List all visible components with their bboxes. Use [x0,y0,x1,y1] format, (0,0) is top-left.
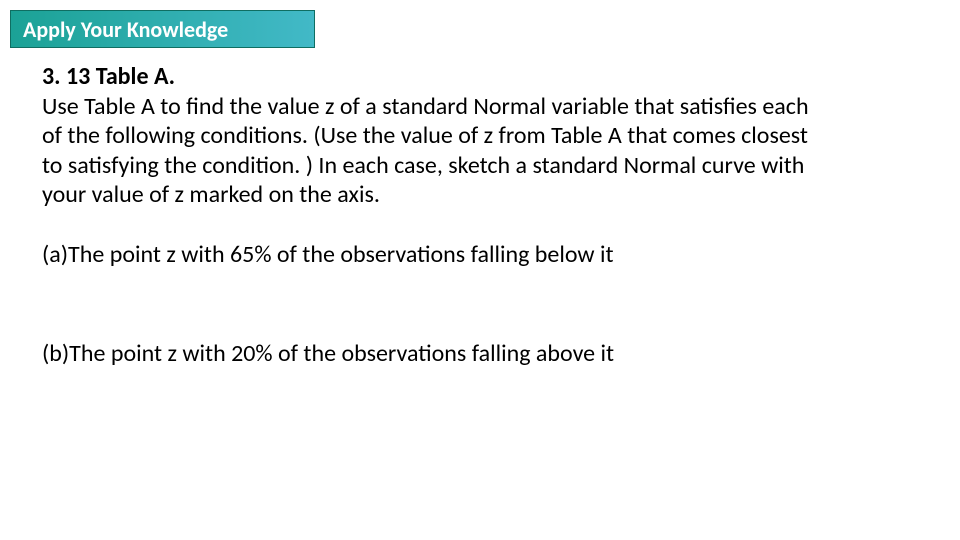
problem-header-block: 3. 13 Table A. Use Table A to find the v… [42,62,928,210]
prompt-line-4: your value of z marked on the axis. [42,180,380,209]
part-a: (a)The point z with 65% of the observati… [42,240,928,270]
prompt-line-2: of the following conditions. (Use the va… [42,121,808,150]
part-b: (b)The point z with 20% of the observati… [42,339,928,369]
badge-label: Apply Your Knowledge [11,16,240,43]
problem-number-title: 3. 13 Table A. [42,62,175,91]
prompt-line-1: Use Table A to find the value z of a sta… [42,92,809,121]
apply-your-knowledge-badge: Apply Your Knowledge [10,10,315,48]
problem-content: 3. 13 Table A. Use Table A to find the v… [42,62,928,369]
prompt-line-3: to satisfying the condition. ) In each c… [42,151,804,180]
